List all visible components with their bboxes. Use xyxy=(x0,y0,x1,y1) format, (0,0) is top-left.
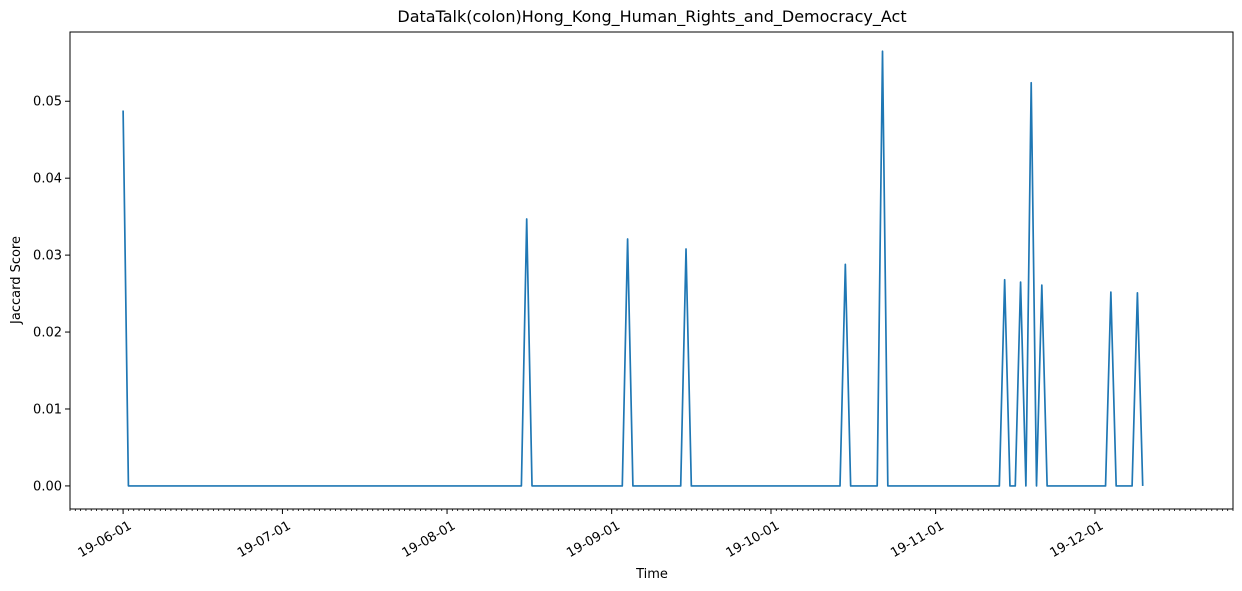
series-line xyxy=(122,50,1144,487)
y-tick-label: 0.00 xyxy=(33,479,62,494)
y-tick-label: 0.04 xyxy=(33,172,62,187)
x-axis-label: Time xyxy=(635,567,668,582)
y-tick-label: 0.01 xyxy=(33,402,62,417)
chart-title: DataTalk(colon)Hong_Kong_Human_Rights_an… xyxy=(397,7,906,27)
y-tick-label: 0.03 xyxy=(33,249,62,264)
y-tick-label: 0.05 xyxy=(33,95,62,110)
axes-frame xyxy=(69,31,1234,510)
y-axis-label: Jaccard Score xyxy=(9,236,24,325)
y-tick-label: 0.02 xyxy=(33,326,62,341)
